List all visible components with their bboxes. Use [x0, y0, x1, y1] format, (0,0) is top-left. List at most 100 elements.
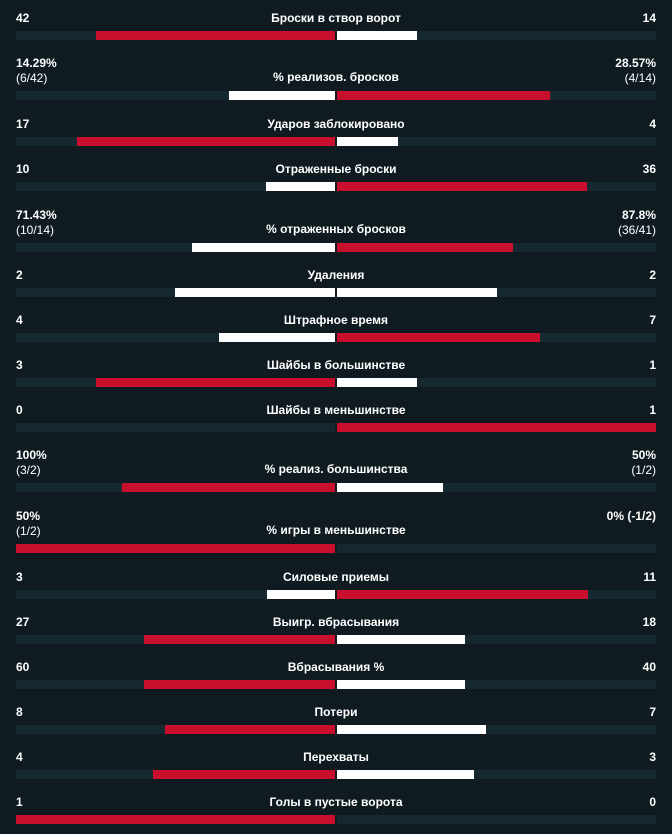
stat-right-bar [337, 483, 443, 492]
stat-label: Отраженные броски [275, 162, 397, 176]
stat-right-bar-track [337, 770, 656, 779]
stat-left-detail: (6/42) [16, 71, 48, 85]
stat-left-value: 3 [16, 570, 23, 584]
stat-left-value: 60 [16, 660, 30, 674]
stat-left-bar-track [16, 590, 335, 599]
stat-label: Вбрасывания % [287, 660, 385, 674]
stat-label: Перехваты [303, 750, 369, 764]
stat-right-bar-track [337, 378, 656, 387]
stat-right-bar-track [337, 288, 656, 297]
stat-label: Выигр. вбрасывания [272, 615, 400, 629]
stat-right-detail: (36/41) [617, 223, 656, 237]
stat-left-bar [16, 815, 335, 824]
stat-left-bar-track [16, 725, 335, 734]
stat-right-value: 50% [631, 448, 656, 462]
stat-right-value: 1 [649, 403, 656, 417]
stat-right-bar-track [337, 544, 656, 553]
stat-label: Шайбы в меньшинстве [266, 403, 406, 417]
stat-left-value: 8 [16, 705, 23, 719]
stat-right-value: 1 [649, 358, 656, 372]
stat-right-bar-track [337, 182, 656, 191]
stat-right-value: 87.8% [621, 208, 656, 222]
stat-right-value: 11 [643, 570, 656, 584]
stat-right-bar-track [337, 483, 656, 492]
stat-left-value: 4 [16, 750, 23, 764]
stat-right-bar [337, 770, 474, 779]
stat-left-bar-track [16, 815, 335, 824]
stat-left-value: 42 [16, 11, 30, 25]
stat-left-bar-track [16, 770, 335, 779]
stat-label: Голы в пустые ворота [269, 795, 403, 809]
stat-left-bar-track [16, 31, 335, 40]
stat-left-value: 10 [16, 162, 30, 176]
stat-right-value: 28.57% [615, 56, 656, 70]
stat-right-value: 0% (-1/2) [606, 509, 656, 523]
stat-right-bar [337, 137, 398, 146]
stat-left-bar-track [16, 288, 335, 297]
stat-left-bar [219, 333, 335, 342]
stat-left-value: 27 [16, 615, 30, 629]
stat-left-bar-track [16, 378, 335, 387]
stat-left-bar [77, 137, 335, 146]
stat-label: Броски в створ ворот [271, 11, 401, 25]
stat-left-bar [192, 243, 335, 252]
stat-right-value: 40 [642, 660, 656, 674]
stat-right-detail: (4/14) [624, 71, 656, 85]
stat-right-bar-track [337, 333, 656, 342]
stat-left-value: 100% [16, 448, 47, 462]
stat-label: Потери [314, 705, 358, 719]
stat-left-value: 3 [16, 358, 23, 372]
stat-left-bar [16, 544, 335, 553]
stat-left-value: 4 [16, 313, 23, 327]
stat-right-value: 36 [642, 162, 656, 176]
stat-right-value: 14 [642, 11, 656, 25]
stat-right-bar-track [337, 91, 656, 100]
stat-right-value: 4 [649, 117, 656, 131]
stat-right-value: 7 [649, 705, 656, 719]
stat-left-bar [266, 182, 335, 191]
stat-left-value: 50% [16, 509, 41, 523]
stat-left-bar-track [16, 243, 335, 252]
stat-left-bar [96, 378, 335, 387]
stat-label: % реализ. большинства [264, 462, 408, 476]
stat-right-bar-track [337, 815, 656, 824]
stat-right-bar-track [337, 243, 656, 252]
stat-right-bar [337, 725, 486, 734]
stat-left-bar-track [16, 182, 335, 191]
stat-right-bar [337, 31, 417, 40]
stat-right-bar [337, 378, 417, 387]
stat-left-value: 0 [16, 403, 23, 417]
stat-label: % игры в меньшинстве [266, 523, 406, 537]
stat-right-bar [337, 288, 497, 297]
stat-right-bar [337, 680, 465, 689]
stat-left-value: 14.29% [16, 56, 57, 70]
stat-left-value: 2 [16, 268, 23, 282]
stat-left-bar-track [16, 680, 335, 689]
stat-right-value: 7 [649, 313, 656, 327]
stat-right-bar [337, 182, 587, 191]
stat-left-bar [122, 483, 335, 492]
stat-right-bar [337, 635, 465, 644]
stat-left-detail: (3/2) [16, 463, 41, 477]
stat-left-bar-track [16, 333, 335, 342]
stat-left-bar [175, 288, 335, 297]
stat-right-bar-track [337, 725, 656, 734]
stat-left-bar [165, 725, 335, 734]
stat-right-detail: (1/2) [631, 463, 656, 477]
stat-label: % отраженных бросков [266, 222, 406, 236]
stat-right-bar [337, 91, 550, 100]
stat-right-bar [337, 243, 513, 252]
stat-left-bar [153, 770, 335, 779]
stat-right-bar-track [337, 31, 656, 40]
stat-label: Ударов заблокировано [267, 117, 405, 131]
stat-left-bar [229, 91, 335, 100]
stat-left-value: 71.43% [16, 208, 57, 222]
stat-label: Штрафное время [283, 313, 389, 327]
stat-left-bar [96, 31, 335, 40]
stat-left-bar-track [16, 423, 335, 432]
stat-right-value: 3 [649, 750, 656, 764]
stat-left-value: 1 [16, 795, 23, 809]
stat-right-value: 18 [642, 615, 656, 629]
stat-left-detail: (1/2) [16, 524, 41, 538]
